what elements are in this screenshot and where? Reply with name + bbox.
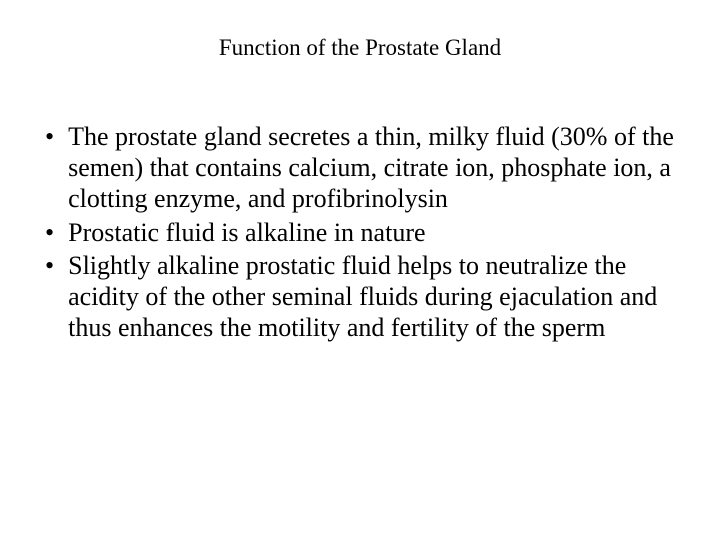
list-item: • Slightly alkaline prostatic fluid help…	[45, 250, 685, 344]
bullet-text: The prostate gland secretes a thin, milk…	[68, 121, 685, 215]
bullet-text: Prostatic fluid is alkaline in nature	[68, 217, 685, 248]
bullet-marker: •	[45, 121, 54, 152]
list-item: • The prostate gland secretes a thin, mi…	[45, 121, 685, 215]
list-item: • Prostatic fluid is alkaline in nature	[45, 217, 685, 248]
bullet-marker: •	[45, 250, 54, 281]
bullet-text: Slightly alkaline prostatic fluid helps …	[68, 250, 685, 344]
bullet-list: • The prostate gland secretes a thin, mi…	[35, 121, 685, 343]
bullet-marker: •	[45, 217, 54, 248]
slide-title: Function of the Prostate Gland	[35, 35, 685, 61]
